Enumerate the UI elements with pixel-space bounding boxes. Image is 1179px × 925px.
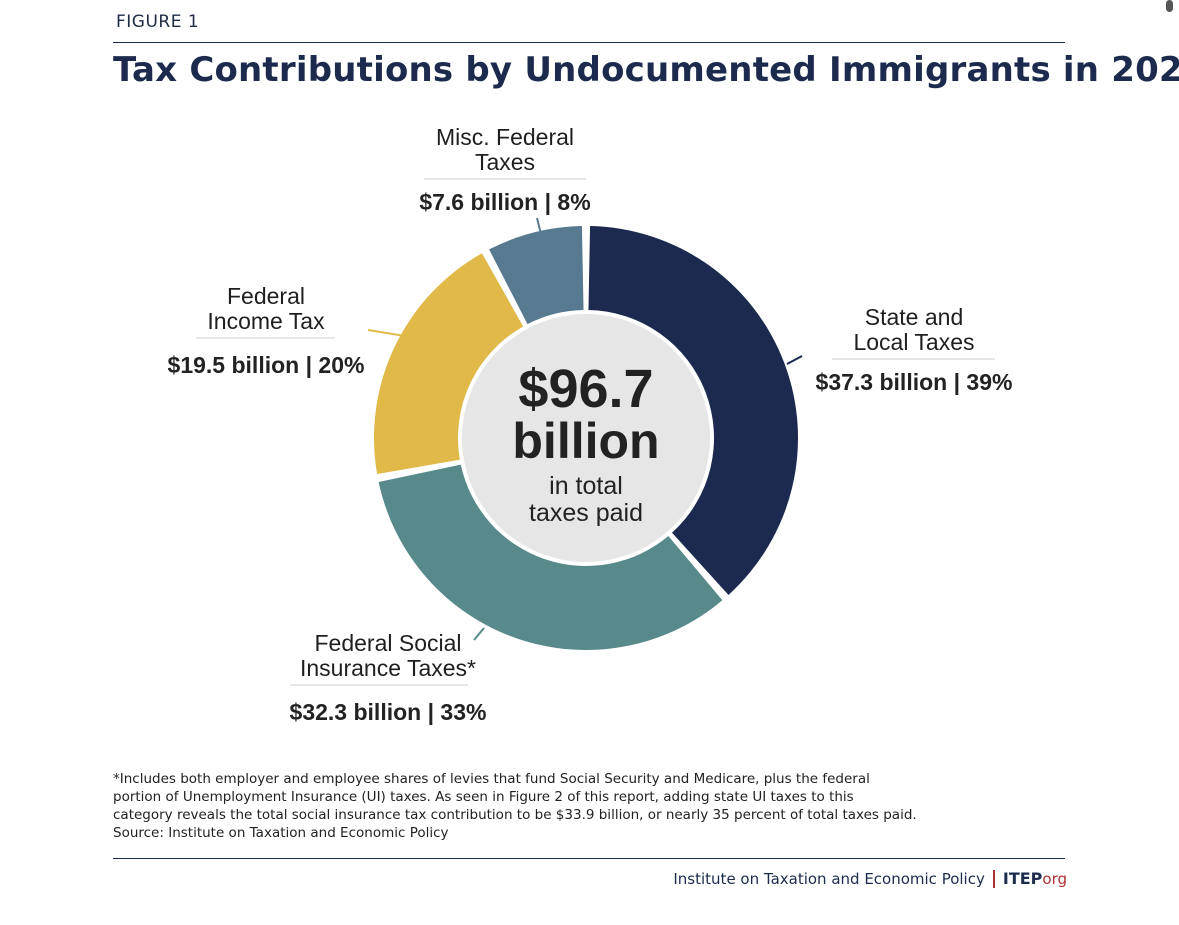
label-federal-social-insurance-name: Federal Social — [314, 630, 461, 656]
footer-separator — [992, 869, 995, 888]
label-misc-federal-name: Misc. Federal — [436, 124, 574, 150]
slice-misc-federal — [489, 226, 584, 325]
footnote-source: Source: Institute on Taxation and Econom… — [113, 825, 449, 841]
footer-org: Institute on Taxation and Economic Polic… — [673, 869, 985, 888]
leader-line — [786, 355, 803, 365]
footnote-line: category reveals the total social insura… — [113, 807, 917, 823]
top-rule — [113, 42, 1065, 43]
leader-line — [473, 627, 485, 641]
label-misc-federal-value: $7.6 billion | 8% — [419, 189, 590, 215]
center-unit: billion — [512, 413, 659, 469]
label-federal-income-name: Income Tax — [207, 308, 325, 334]
leader-line — [367, 329, 406, 337]
scrollbar[interactable] — [1166, 0, 1173, 12]
label-federal-social-insurance-value: $32.3 billion | 33% — [290, 699, 487, 725]
footer-tld[interactable]: org — [1042, 869, 1067, 888]
center-caption: in total — [549, 472, 623, 500]
label-federal-income-value: $19.5 billion | 20% — [168, 352, 365, 378]
label-misc-federal-name: Taxes — [475, 149, 535, 175]
label-federal-social-insurance-name: Insurance Taxes* — [300, 655, 476, 681]
slice-state-local — [588, 226, 798, 595]
leader-line — [536, 217, 542, 235]
label-federal-income-name: Federal — [227, 283, 305, 309]
footnote: *Includes both employer and employee sha… — [113, 770, 993, 842]
footer: Institute on Taxation and Economic Polic… — [673, 869, 1067, 888]
label-state-local-name: Local Taxes — [853, 329, 974, 355]
footnote-line: *Includes both employer and employee sha… — [113, 771, 870, 787]
slice-federal-social-insurance — [378, 464, 723, 650]
figure-label: FIGURE 1 — [116, 12, 200, 32]
slice-federal-income — [374, 253, 524, 475]
label-state-local-name: State and — [865, 304, 963, 330]
center-amount: $96.7 — [518, 359, 653, 419]
footer-brand[interactable]: ITEP — [1002, 869, 1043, 888]
footnote-line: portion of Unemployment Insurance (UI) t… — [113, 789, 854, 805]
chart-title: Tax Contributions by Undocumented Immigr… — [113, 50, 1179, 90]
center-disc — [462, 314, 710, 562]
center-caption: taxes paid — [529, 499, 643, 527]
label-state-local-value: $37.3 billion | 39% — [816, 369, 1013, 395]
bottom-rule — [113, 858, 1065, 859]
